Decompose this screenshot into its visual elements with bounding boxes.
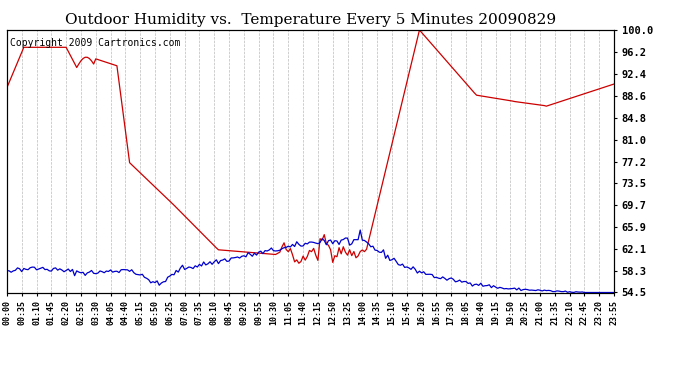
Title: Outdoor Humidity vs.  Temperature Every 5 Minutes 20090829: Outdoor Humidity vs. Temperature Every 5… [65,13,556,27]
Text: Copyright 2009 Cartronics.com: Copyright 2009 Cartronics.com [10,38,180,48]
